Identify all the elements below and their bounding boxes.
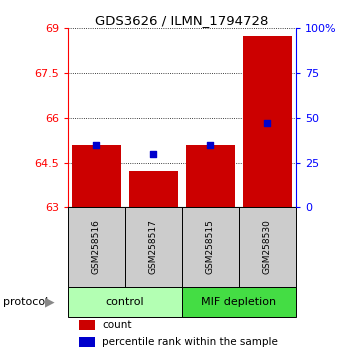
FancyBboxPatch shape <box>68 287 182 317</box>
Text: protocol: protocol <box>3 297 49 307</box>
Bar <box>243 36 291 207</box>
Text: control: control <box>106 297 144 307</box>
Text: GSM258517: GSM258517 <box>149 219 158 274</box>
Text: percentile rank within the sample: percentile rank within the sample <box>102 337 278 347</box>
Bar <box>79 337 95 347</box>
Point <box>265 120 270 126</box>
FancyBboxPatch shape <box>125 207 182 287</box>
FancyBboxPatch shape <box>68 207 125 287</box>
Point <box>94 142 99 148</box>
Text: GSM258530: GSM258530 <box>263 219 272 274</box>
Text: MIF depletion: MIF depletion <box>201 297 276 307</box>
Text: count: count <box>102 320 132 330</box>
Bar <box>79 320 95 330</box>
Point <box>208 142 213 148</box>
FancyBboxPatch shape <box>239 207 296 287</box>
Bar <box>129 171 177 207</box>
FancyBboxPatch shape <box>182 207 239 287</box>
Title: GDS3626 / ILMN_1794728: GDS3626 / ILMN_1794728 <box>95 14 269 27</box>
Point <box>151 151 156 156</box>
Text: ▶: ▶ <box>45 295 54 308</box>
Bar <box>72 145 121 207</box>
Bar <box>186 145 235 207</box>
Text: GSM258516: GSM258516 <box>92 219 101 274</box>
Text: GSM258515: GSM258515 <box>206 219 215 274</box>
FancyBboxPatch shape <box>182 287 296 317</box>
